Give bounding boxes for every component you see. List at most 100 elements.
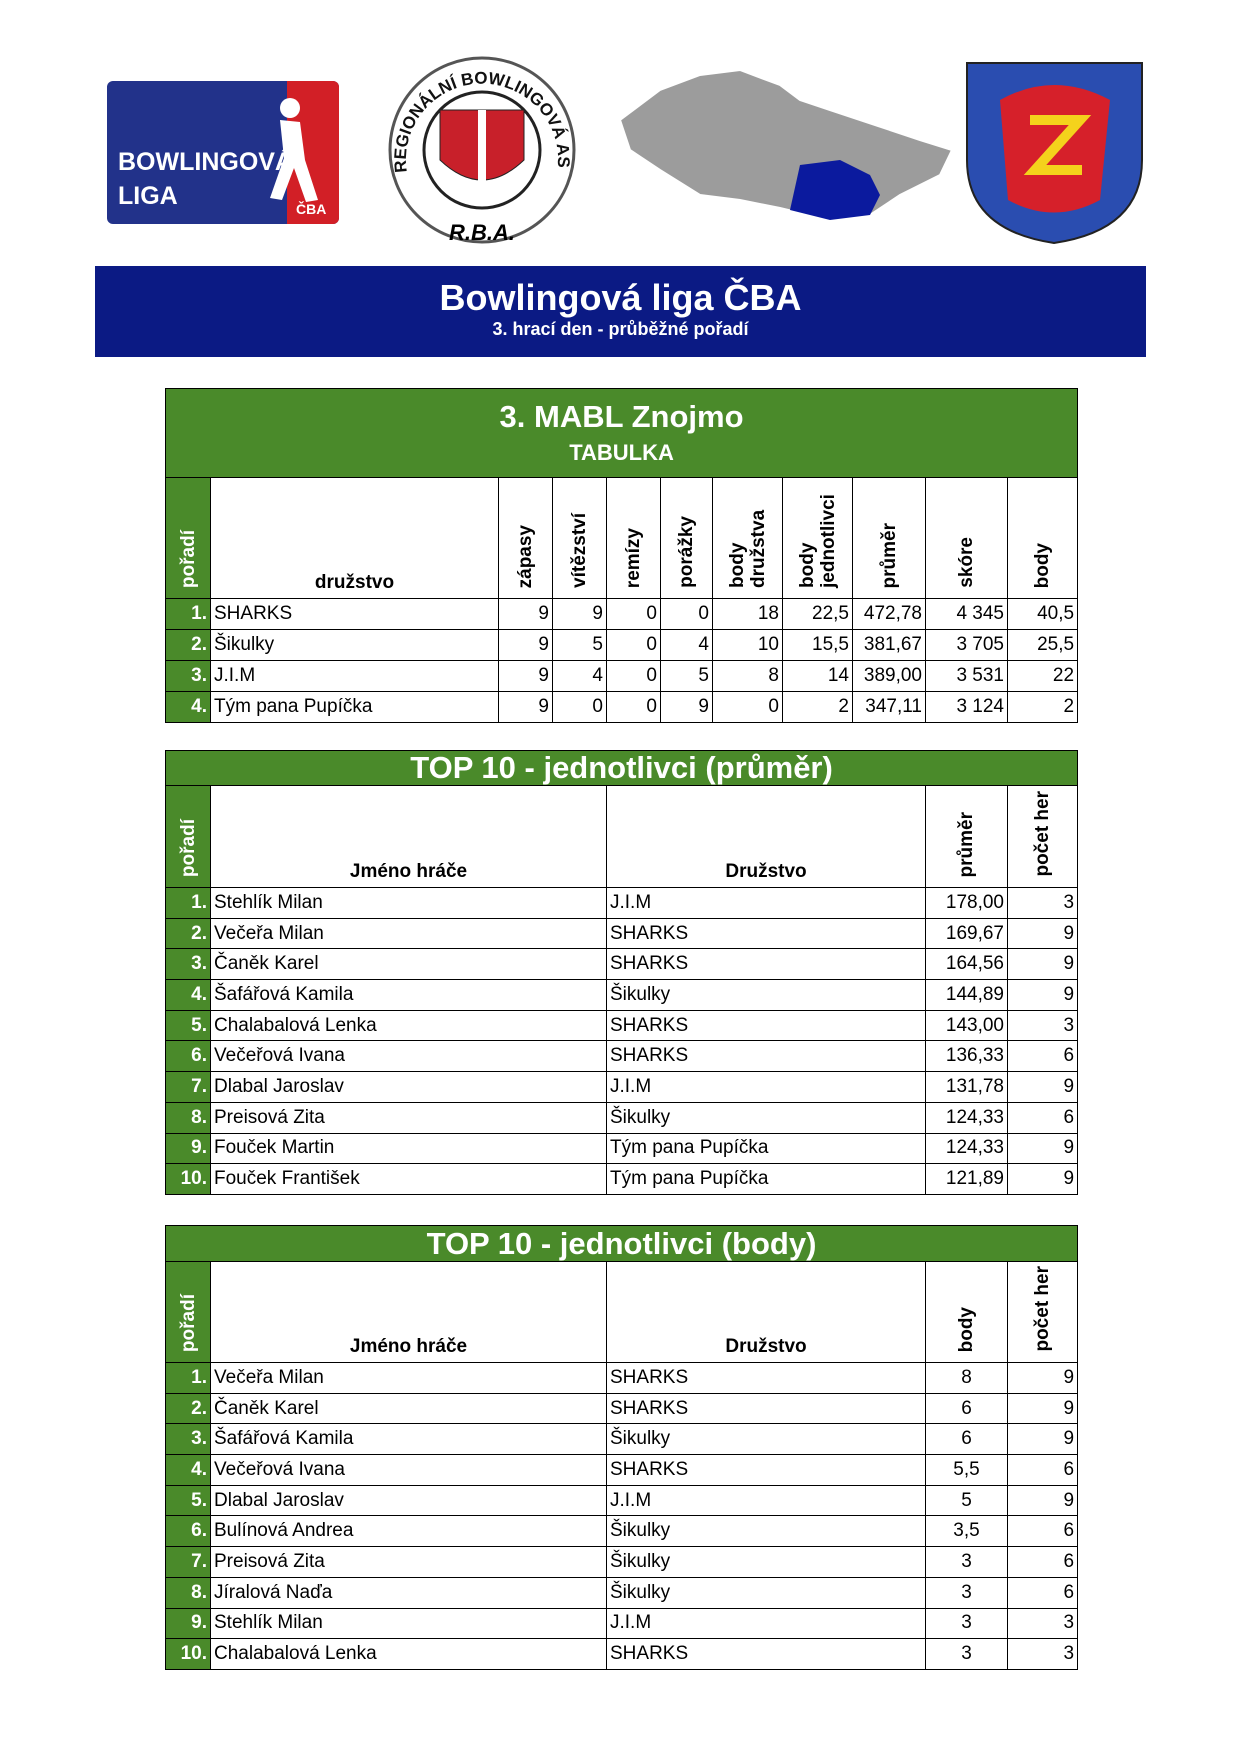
column-header: Družstvo <box>606 1261 926 1363</box>
data-cell: 3 705 <box>925 629 1008 661</box>
data-cell: Tým pana Pupíčka <box>210 691 499 723</box>
data-cell: SHARKS <box>210 598 499 630</box>
table-title-cell: TOP 10 - jednotlivci (průměr) <box>164 750 1079 786</box>
data-cell: Tým pana Pupíčka <box>606 1163 926 1195</box>
data-row: 3. Čaněk Karel SHARKS 164,56 9 <box>165 948 1079 981</box>
logo-badge: ČBA <box>296 200 326 217</box>
data-cell: 5 <box>660 660 713 692</box>
data-cell: SHARKS <box>606 917 926 950</box>
data-cell: 9 <box>1006 979 1079 1011</box>
data-cell: Večeřová Ivana <box>210 1040 607 1073</box>
data-cell: SHARKS <box>606 1638 926 1670</box>
column-header-text: Jméno hráče <box>349 861 468 882</box>
column-header: pořadí <box>165 1261 211 1363</box>
data-cell: Dlabal Jaroslav <box>210 1071 607 1103</box>
data-cell: 131,78 <box>925 1071 1008 1103</box>
data-row: 1. Stehlík Milan J.I.M 178,00 3 <box>165 887 1079 919</box>
logo-strip: BOWLINGOVÁ LIGA ČBA REGIONÁLNÍ BOWLINGOV… <box>0 0 1143 245</box>
data-cell: Fouček Martin <box>210 1132 607 1165</box>
data-cell: 4 345 <box>925 598 1008 630</box>
rank-cell: 1. <box>165 1362 211 1394</box>
data-cell: Šikulky <box>606 1576 926 1609</box>
data-cell: 0 <box>552 691 607 723</box>
rank-cell: 4. <box>165 1454 211 1486</box>
data-cell: 3 <box>925 1607 1008 1640</box>
rank-cell: 2. <box>165 1392 211 1425</box>
rank-cell: 9. <box>165 1132 211 1165</box>
column-header: družstvo <box>210 477 499 599</box>
data-cell: 3 <box>1006 1607 1079 1640</box>
data-cell: Šikulky <box>606 1101 926 1134</box>
data-cell: Šafářová Kamila <box>210 1423 607 1456</box>
column-header: remízy <box>606 477 661 599</box>
data-cell: Večeřová Ivana <box>210 1454 607 1486</box>
data-cell: 5 <box>925 1484 1008 1517</box>
title-row: TOP 10 - jednotlivci (body) <box>164 1225 1079 1262</box>
rank-cell: 4. <box>165 691 211 723</box>
table-subtitle: TABULKA <box>569 440 674 465</box>
rank-cell: 7. <box>165 1071 211 1103</box>
map-region <box>790 160 880 220</box>
column-header-text: remízy <box>623 527 644 588</box>
table-title: TOP 10 - jednotlivci (průměr) <box>410 750 833 785</box>
data-cell: 2 <box>782 691 853 723</box>
column-header-text: pořadí <box>177 818 199 877</box>
data-cell: 6 <box>1006 1454 1079 1486</box>
data-cell: Preisová Zita <box>210 1546 607 1578</box>
data-cell: SHARKS <box>606 1362 926 1394</box>
data-cell: 124,33 <box>925 1101 1008 1134</box>
data-cell: Večeřa Milan <box>210 1362 607 1394</box>
logo-text: LIGA <box>118 182 178 210</box>
data-row: 6. Večeřová Ivana SHARKS 136,33 6 <box>165 1040 1079 1073</box>
data-cell: 8 <box>712 660 783 692</box>
data-cell: 472,78 <box>852 598 926 630</box>
data-cell: 169,67 <box>925 917 1008 950</box>
data-cell: Šafářová Kamila <box>210 979 607 1011</box>
rank-cell: 3. <box>165 660 211 692</box>
table-title-cell: TOP 10 - jednotlivci (body) <box>164 1225 1079 1262</box>
data-cell: J.I.M <box>210 660 499 692</box>
banner-title: Bowlingová liga ČBA <box>439 277 802 318</box>
rank-cell: 2. <box>165 917 211 950</box>
data-cell: 9 <box>498 660 553 692</box>
column-header: pořadí <box>165 785 211 888</box>
column-header: průměr <box>852 477 926 599</box>
data-cell: 6 <box>1006 1040 1079 1073</box>
column-header-text: Družstvo <box>725 1336 807 1357</box>
data-cell: 5 <box>552 629 607 661</box>
data-cell: Bulínová Andrea <box>210 1515 607 1548</box>
data-cell: 136,33 <box>925 1040 1008 1073</box>
data-cell: 22,5 <box>782 598 853 630</box>
data-cell: 6 <box>1006 1576 1079 1609</box>
data-row: 10. Fouček František Tým pana Pupíčka 121,8… <box>165 1163 1079 1195</box>
data-cell: Jíralová Naďa <box>210 1576 607 1609</box>
data-row: 3. Šafářová Kamila Šikulky 6 9 <box>165 1423 1079 1456</box>
data-row: 5. Dlabal Jaroslav J.I.M 5 9 <box>165 1484 1079 1517</box>
column-header-text: skóre <box>956 537 977 588</box>
column-header: body <box>925 1261 1008 1363</box>
column-header-text: vítězství <box>569 513 590 588</box>
data-cell: 9 <box>1006 1423 1079 1456</box>
table-title-cell: 3. MABL Znojmo TABULKA <box>164 388 1079 478</box>
data-cell: 144,89 <box>925 979 1008 1011</box>
column-header-text: Jméno hráče <box>349 1336 468 1357</box>
data-cell: 3 <box>925 1546 1008 1578</box>
column-header-text: Družstvo <box>725 861 807 882</box>
data-row: 9. Stehlík Milan J.I.M 3 3 <box>165 1607 1079 1640</box>
data-row: 7. Preisová Zita Šikulky 3 6 <box>165 1546 1079 1578</box>
data-cell: 9 <box>498 629 553 661</box>
data-cell: 15,5 <box>782 629 853 661</box>
data-row: 2. Čaněk Karel SHARKS 6 9 <box>165 1392 1079 1425</box>
data-cell: J.I.M <box>606 1071 926 1103</box>
data-cell: 9 <box>1006 1392 1079 1425</box>
data-cell: 3 <box>1006 1009 1079 1042</box>
data-cell: 9 <box>660 691 713 723</box>
data-row: 4. Šafářová Kamila Šikulky 144,89 9 <box>165 979 1079 1011</box>
column-header: body jednotlivci <box>782 477 853 599</box>
data-cell: SHARKS <box>606 1040 926 1073</box>
data-cell: J.I.M <box>606 887 926 919</box>
data-cell: Dlabal Jaroslav <box>210 1484 607 1517</box>
data-cell: 2 <box>1006 691 1079 723</box>
data-cell: 9 <box>552 598 607 630</box>
column-header: vítězství <box>552 477 607 599</box>
